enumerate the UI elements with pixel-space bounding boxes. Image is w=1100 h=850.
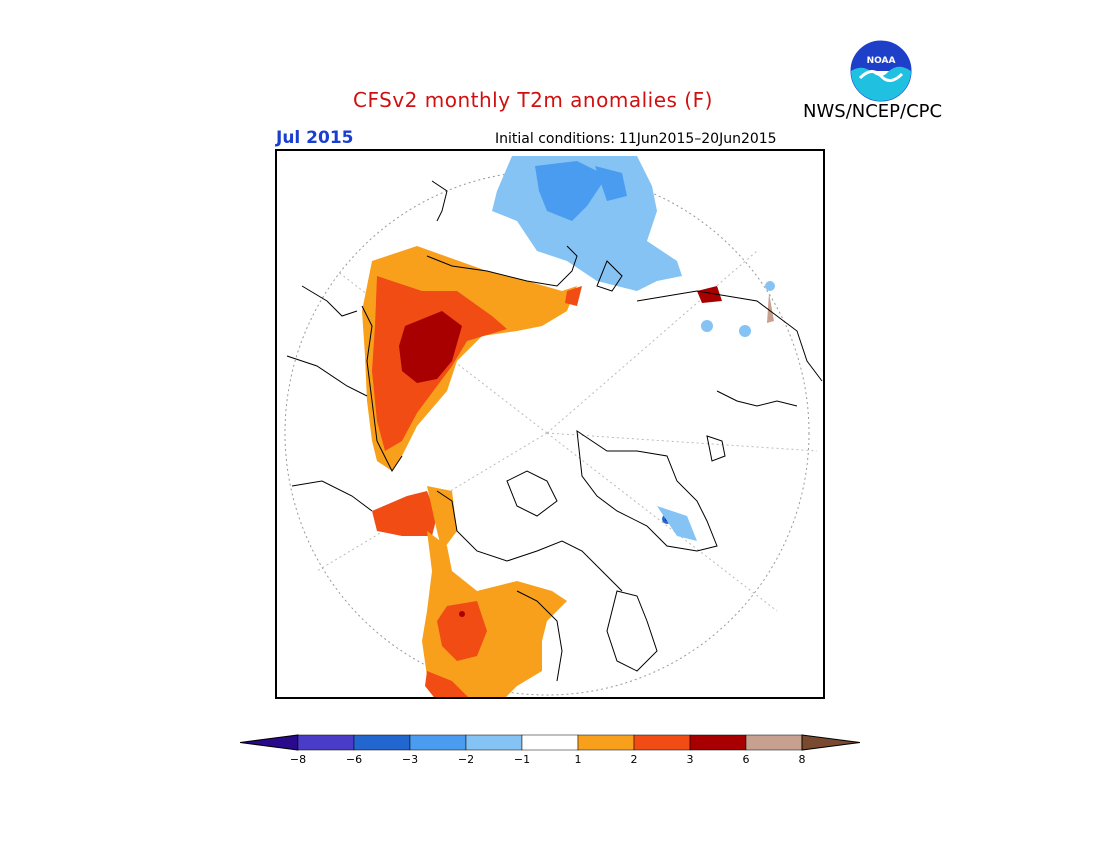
colorbar-swatches [239,734,861,751]
coastlines [286,180,823,682]
agency-label: NWS/NCEP/CPC [803,101,943,122]
polar-map [275,149,825,699]
colorbar-swatch [577,734,635,751]
warm-inner-us [437,601,487,661]
colorbar-tick-label: −3 [401,753,419,766]
warm-core-siberia [399,311,462,383]
colorbar: −8 −6 −3 −2 −1 1 2 3 6 8 [239,733,861,778]
colorbar-tick-label: −1 [513,753,531,766]
initial-conditions-label: Initial conditions: [495,131,615,147]
chart-title: CFSv2 monthly T2m anomalies (F) [353,88,713,112]
colorbar-max-arrow [801,734,861,751]
colorbar-swatch [633,734,691,751]
colorbar-swatch [745,734,803,751]
noaa-logo: NOAA [850,40,912,102]
forecast-month: Jul 2015 [276,128,354,148]
colorbar-tick-label: 8 [798,753,806,766]
warm-region-alaska [372,491,437,536]
colorbar-swatch [297,734,355,751]
colorbar-tick-label: −8 [289,753,307,766]
cold-core-europe-2 [595,166,627,201]
colorbar-swatch [409,734,467,751]
colorbar-min-arrow [239,734,299,751]
colorbar-labels: −8 −6 −3 −2 −1 1 2 3 6 8 [240,753,860,771]
logo-text: NOAA [867,56,896,66]
colorbar-swatch [353,734,411,751]
cold-core-europe [535,161,607,221]
warm-speck-chukotka [565,286,582,306]
colorbar-tick-label: −6 [345,753,363,766]
colorbar-tick-label: 3 [686,753,694,766]
colorbar-tick-label: −2 [457,753,475,766]
colorbar-swatch [521,734,579,751]
initial-conditions: Initial conditions: 11Jun2015–20Jun2015 [495,131,777,147]
colorbar-swatch [689,734,747,751]
colorbar-tick-label: 2 [630,753,638,766]
colorbar-tick-label: 1 [574,753,582,766]
initial-conditions-value: 11Jun2015–20Jun2015 [618,131,777,147]
colorbar-tick-label: 6 [742,753,750,766]
colorbar-swatch [465,734,523,751]
latitude-circle [284,170,810,696]
